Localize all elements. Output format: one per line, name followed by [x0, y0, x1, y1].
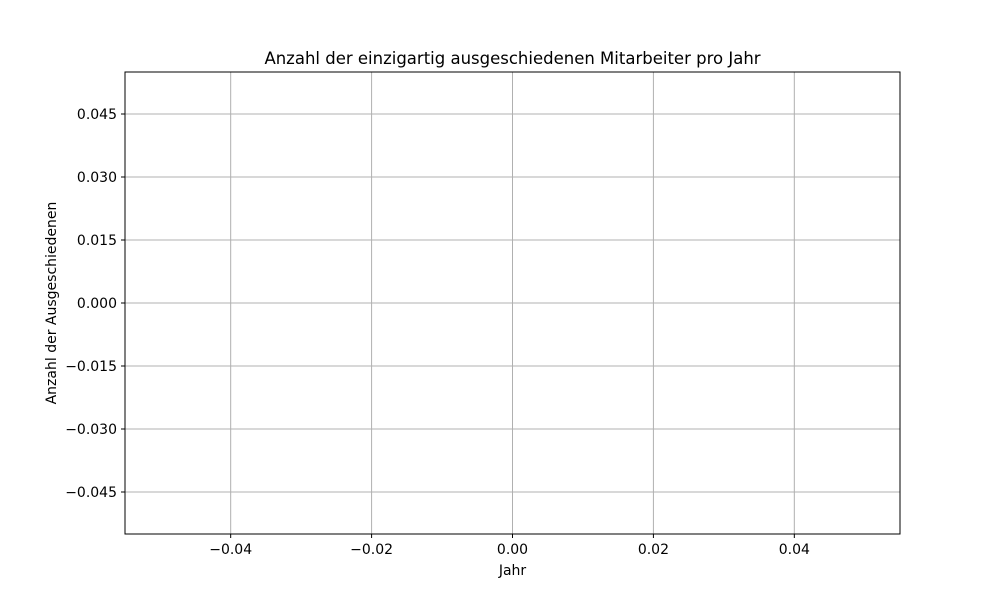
chart-title: Anzahl der einzigartig ausgeschiedenen M… [264, 49, 760, 68]
x-tick-label: −0.04 [209, 542, 252, 558]
y-tick-label: −0.045 [65, 485, 117, 501]
y-tick-label: 0.030 [77, 170, 117, 186]
y-axis-label: Anzahl der Ausgeschiedenen [44, 202, 60, 405]
y-tick-label: 0.000 [77, 296, 117, 312]
y-tick-label: −0.030 [65, 422, 117, 438]
y-tick-label: −0.015 [65, 359, 117, 375]
x-tick-label: 0.04 [779, 542, 810, 558]
x-tick-label: −0.02 [350, 542, 393, 558]
grid-lines [125, 72, 900, 534]
x-tick-label: 0.02 [638, 542, 669, 558]
x-axis-label: Jahr [498, 563, 527, 579]
x-tick-label: 0.00 [497, 542, 528, 558]
axis-ticks: −0.04 −0.02 0.00 0.02 0.04 0.045 0.030 0.015 0.0… [65, 107, 810, 558]
y-tick-label: 0.015 [77, 233, 117, 249]
y-tick-label: 0.045 [77, 107, 117, 123]
